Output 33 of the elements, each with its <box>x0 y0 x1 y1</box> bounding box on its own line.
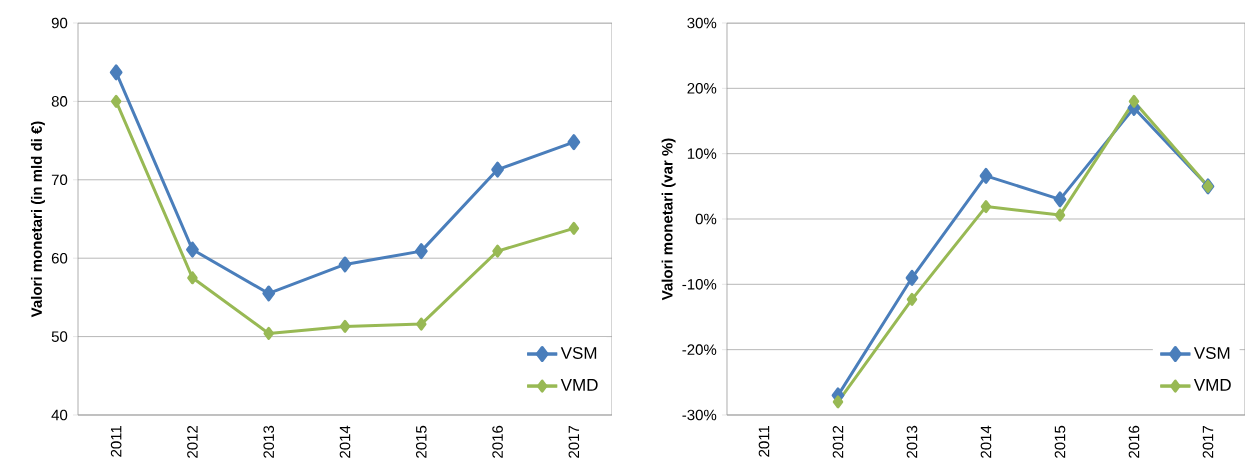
x-tick-label: 2016 <box>492 425 503 458</box>
x-tick-label: 2014 <box>980 425 992 458</box>
x-tick-label: 2013 <box>263 425 275 458</box>
x-tick-label: 2011 <box>110 425 122 457</box>
x-tick-label: 2015 <box>415 425 427 458</box>
x-tick-label: 2015 <box>1054 425 1066 458</box>
y-tick-label: -10% <box>682 279 717 290</box>
y-axis-title: Valori monetari (in mld di €) <box>30 121 45 318</box>
y-tick-label: 0% <box>695 213 717 225</box>
y-tick-label: -20% <box>682 344 717 355</box>
y-axis-title: Valori monetari (var %) <box>661 138 676 301</box>
x-tick-label: 2011 <box>758 425 770 457</box>
legend-label: VMD <box>560 379 598 391</box>
y-tick-label: 40 <box>51 409 68 421</box>
legend-label: VSM <box>1193 346 1230 360</box>
x-tick-label: 2016 <box>1128 425 1140 458</box>
y-tick-label: 30% <box>687 17 717 29</box>
x-tick-label: 2014 <box>339 425 351 458</box>
y-tick-label: -30% <box>682 409 717 421</box>
y-tick-label: 50 <box>51 331 68 342</box>
y-tick-label: 10% <box>687 148 717 159</box>
y-tick-label: 70 <box>51 174 68 186</box>
x-tick-label: 2012 <box>832 425 844 458</box>
x-tick-label: 2017 <box>568 425 580 458</box>
x-tick-label: 2017 <box>1202 425 1214 458</box>
y-tick-label: 60 <box>51 252 68 264</box>
x-tick-label: 2013 <box>906 425 918 458</box>
legend-label: VSM <box>560 346 597 359</box>
y-tick-label: 80 <box>51 96 68 107</box>
x-tick-label: 2012 <box>187 425 198 458</box>
y-tick-label: 20% <box>687 83 717 94</box>
y-tick-label: 90 <box>51 17 68 29</box>
legend-label: VMD <box>1193 379 1231 391</box>
